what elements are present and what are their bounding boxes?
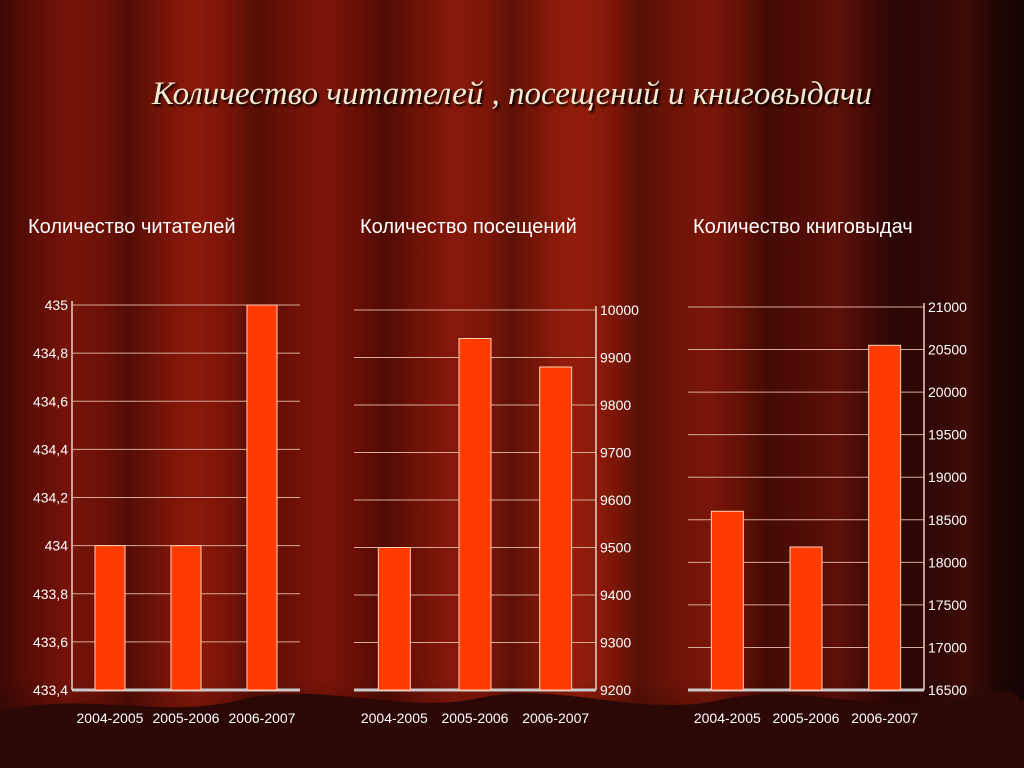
- visits-chart: 10000 9900 9800 9700 9600 9500 9400 9300 9200 200…: [354, 302, 639, 726]
- bar: [868, 344, 902, 691]
- chart-title-visits: Количество посещений: [360, 216, 577, 238]
- y-tick-label: 9300: [600, 635, 631, 651]
- chart-title-readers: Количество читателей: [28, 216, 236, 238]
- x-tick-label: 2006-2007: [229, 710, 296, 726]
- y-tick-label: 9900: [600, 350, 631, 366]
- y-tick-label: 433,4: [33, 682, 68, 698]
- y-tick-label: 19500: [928, 427, 967, 443]
- x-tick-label: 2006-2007: [851, 710, 918, 726]
- x-tick-label: 2005-2006: [442, 710, 509, 726]
- y-tick-label: 434,6: [33, 393, 68, 409]
- y-tick-label: 434,8: [33, 345, 68, 361]
- bar: [458, 338, 492, 691]
- y-tick-label: 20000: [928, 384, 967, 400]
- y-tick-label: 19000: [928, 469, 967, 485]
- y-tick-label: 16500: [928, 682, 967, 698]
- y-tick-label: 433,6: [33, 634, 68, 650]
- slide-title: Количество читателей , посещений и книго…: [151, 76, 872, 112]
- bar: [170, 545, 202, 691]
- readers-chart: 435 434,8 434,6 434,4 434,2 434 433,8 433,6 433,…: [33, 297, 300, 726]
- bar: [377, 547, 411, 691]
- y-tick-label: 434,4: [33, 441, 68, 457]
- y-tick-label: 9400: [600, 587, 631, 603]
- bar: [539, 366, 573, 691]
- x-tick-label: 2005-2006: [773, 710, 840, 726]
- y-tick-label: 9700: [600, 445, 631, 461]
- x-tick-label: 2005-2006: [153, 710, 220, 726]
- x-tick-label: 2004-2005: [694, 710, 761, 726]
- y-tick-label: 18000: [928, 554, 967, 570]
- bar: [710, 510, 744, 691]
- y-tick-label: 9200: [600, 682, 631, 698]
- x-tick-label: 2004-2005: [77, 710, 144, 726]
- y-tick-label: 18500: [928, 512, 967, 528]
- bar: [94, 545, 126, 691]
- y-tick-label: 434: [45, 538, 69, 554]
- x-tick-label: 2006-2007: [522, 710, 589, 726]
- y-tick-label: 21000: [928, 299, 967, 315]
- y-tick-label: 433,8: [33, 586, 68, 602]
- bar: [789, 546, 823, 691]
- loans-chart: 21000 20500 20000 19500 19000 18500 18000 17500…: [688, 299, 967, 726]
- bar: [246, 304, 278, 691]
- y-tick-label: 17000: [928, 639, 967, 655]
- y-tick-label: 17500: [928, 597, 967, 613]
- x-tick-label: 2004-2005: [361, 710, 428, 726]
- y-tick-label: 435: [45, 297, 69, 313]
- y-tick-label: 20500: [928, 342, 967, 358]
- y-tick-label: 10000: [600, 302, 639, 318]
- y-tick-label: 434,2: [33, 490, 68, 506]
- y-tick-label: 9600: [600, 492, 631, 508]
- chart-title-loans: Количество книговыдач: [693, 216, 913, 238]
- y-tick-label: 9500: [600, 540, 631, 556]
- y-tick-label: 9800: [600, 397, 631, 413]
